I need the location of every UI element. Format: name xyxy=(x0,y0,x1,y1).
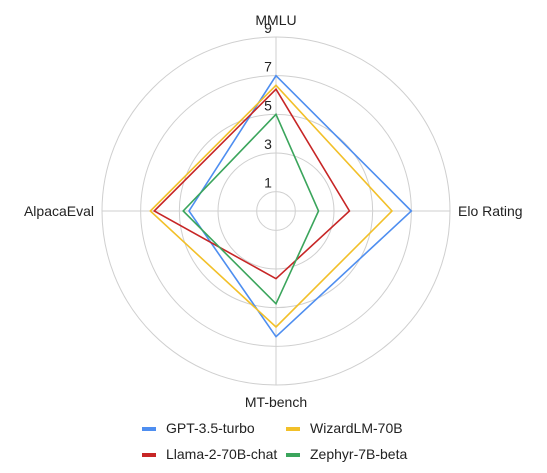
legend-item: GPT-3.5-turbo xyxy=(142,420,255,436)
series-line-wizardlm-70b xyxy=(150,85,392,327)
legend-swatch xyxy=(286,427,300,431)
tick-label-7: 7 xyxy=(264,59,272,75)
axis-label-alpacaeval: AlpacaEval xyxy=(24,203,94,219)
legend-label: Zephyr-7B-beta xyxy=(310,446,407,462)
legend-swatch xyxy=(142,453,156,457)
tick-label-5: 5 xyxy=(264,97,272,113)
series-line-gpt-3-5-turbo xyxy=(189,76,411,337)
axis-label-elo-rating: Elo Rating xyxy=(458,203,523,219)
legend-item: WizardLM-70B xyxy=(286,420,403,436)
tick-label-1: 1 xyxy=(264,175,272,191)
axis-label-mmlu: MMLU xyxy=(255,12,296,28)
tick-label-3: 3 xyxy=(264,136,272,152)
axis-label-mt-bench: MT-bench xyxy=(245,394,307,410)
legend: GPT-3.5-turbo WizardLM-70B Llama-2-70B-cha… xyxy=(142,420,407,462)
legend-swatch xyxy=(286,453,300,457)
legend-label: WizardLM-70B xyxy=(310,420,403,436)
legend-item: Zephyr-7B-beta xyxy=(286,446,407,462)
legend-item: Llama-2-70B-chat xyxy=(142,446,277,462)
legend-label: Llama-2-70B-chat xyxy=(166,446,277,462)
legend-swatch xyxy=(142,427,156,431)
legend-label: GPT-3.5-turbo xyxy=(166,420,255,436)
